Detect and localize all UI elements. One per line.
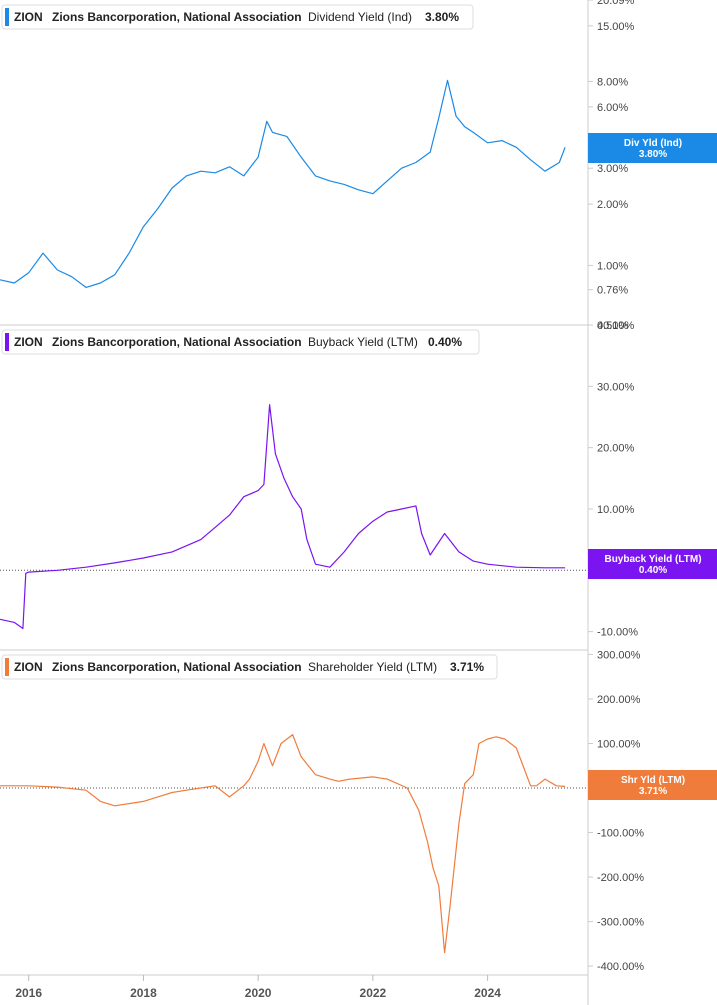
y-tick-label: 20.00% — [597, 443, 635, 455]
y-tick-label: 2.00% — [597, 199, 628, 211]
current-value-badge: Div Yld (Ind) 3.80% — [588, 133, 717, 163]
legend-metric: Buyback Yield (LTM) — [308, 335, 418, 349]
legend-value: 3.80% — [425, 10, 459, 24]
badge-label: Buyback Yield (LTM) — [604, 554, 701, 565]
y-tick-label: 40.00% — [597, 320, 635, 332]
series-line — [0, 733, 566, 954]
x-tick-label: 2022 — [360, 986, 387, 1000]
y-tick-label: 3.00% — [597, 163, 628, 175]
y-tick-label: -200.00% — [597, 872, 644, 884]
y-tick-label: 8.00% — [597, 76, 628, 88]
y-tick-label: 15.00% — [597, 21, 635, 33]
badge-value: 3.80% — [639, 149, 667, 160]
badge-value: 3.71% — [639, 786, 667, 797]
series-line — [0, 79, 566, 288]
y-tick-label: -10.00% — [597, 627, 638, 639]
legend-company: Zions Bancorporation, National Associati… — [52, 10, 302, 24]
legend-color-bar — [5, 8, 9, 26]
y-tick-label: 30.00% — [597, 381, 635, 393]
legend-value: 3.71% — [450, 660, 484, 674]
legend-box: ZION Zions Bancorporation, National Asso… — [1, 654, 498, 680]
y-tick-label: 300.00% — [597, 649, 641, 661]
legend-color-bar — [5, 333, 9, 351]
y-tick-label: 200.00% — [597, 694, 641, 706]
legend-ticker: ZION — [14, 335, 43, 349]
series-path — [0, 404, 566, 630]
current-value-badge: Shr Yld (LTM) 3.71% — [588, 770, 717, 800]
x-tick-label: 2016 — [15, 986, 42, 1000]
legend-ticker: ZION — [14, 660, 43, 674]
badge-value: 0.40% — [639, 565, 667, 576]
y-tick-label: -300.00% — [597, 917, 644, 929]
badge-label: Shr Yld (LTM) — [621, 775, 685, 786]
legend-company: Zions Bancorporation, National Associati… — [52, 660, 302, 674]
y-tick-label: 100.00% — [597, 738, 641, 750]
x-tick-label: 2018 — [130, 986, 157, 1000]
series-path — [0, 733, 566, 954]
buyback-yield-panel: ZION Zions Bancorporation, National Asso… — [0, 320, 717, 651]
shareholder-yield-panel: ZION Zions Bancorporation, National Asso… — [0, 649, 717, 975]
y-tick-label: 20.09% — [597, 0, 635, 7]
y-tick-label: 1.00% — [597, 260, 628, 272]
x-axis: 2016 2018 2020 2022 2024 — [0, 974, 589, 1005]
legend-ticker: ZION — [14, 10, 43, 24]
badge-label: Div Yld (Ind) — [624, 138, 682, 149]
y-tick-labels: 300.00%200.00%100.00%0.00%-100.00%-200.0… — [588, 649, 644, 973]
legend-box: ZION Zions Bancorporation, National Asso… — [1, 4, 474, 30]
current-value-badge: Buyback Yield (LTM) 0.40% — [588, 549, 717, 579]
legend-color-bar — [5, 658, 9, 676]
y-tick-label: -100.00% — [597, 828, 644, 840]
legend-company: Zions Bancorporation, National Associati… — [52, 335, 302, 349]
y-tick-label: -400.00% — [597, 961, 644, 973]
legend-box: ZION Zions Bancorporation, National Asso… — [1, 329, 480, 355]
legend-metric: Dividend Yield (Ind) — [308, 10, 412, 24]
legend-value: 0.40% — [428, 335, 462, 349]
y-tick-label: 0.51% — [597, 320, 628, 332]
x-tick-label: 2024 — [474, 986, 501, 1000]
x-tick-label: 2020 — [245, 986, 272, 1000]
y-tick-labels: 40.00% 30.00% 20.00% 10.00% -10.00% — [588, 320, 638, 639]
series-line — [0, 404, 566, 630]
y-tick-label: 6.00% — [597, 102, 628, 114]
x-tick-labels: 2016 2018 2020 2022 2024 — [15, 975, 501, 1000]
y-tick-label: 0.76% — [597, 285, 628, 297]
series-path — [0, 79, 566, 288]
dividend-yield-panel: ZION Zions Bancorporation, National Asso… — [0, 0, 717, 332]
y-tick-label: 10.00% — [597, 504, 635, 516]
legend-metric: Shareholder Yield (LTM) — [308, 660, 437, 674]
y-tick-labels: 20.09% 15.00% 8.00% 6.00% 3.00% 2.00% 1.00% 0.7… — [588, 0, 635, 332]
